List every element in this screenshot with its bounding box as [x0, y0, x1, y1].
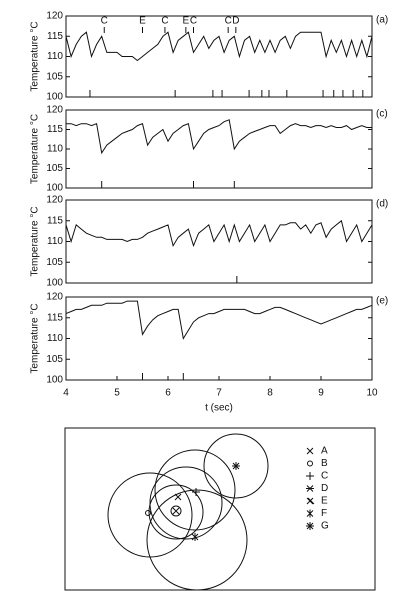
circle-diagram [64, 427, 376, 591]
legend-label: F [321, 508, 327, 519]
legend-symbol [306, 522, 314, 530]
event-label: C [101, 16, 108, 27]
y-axis-label: Temperature °C [30, 303, 41, 373]
y-tick-label: 110 [47, 144, 63, 155]
markers [145, 462, 240, 541]
panel-label: (a) [376, 15, 388, 26]
temperature-line [65, 219, 373, 248]
legend-symbol [306, 447, 314, 455]
legend-symbol [306, 509, 314, 518]
x-axis-label: t (sec) [205, 403, 233, 414]
x-tick-label: 4 [63, 388, 69, 399]
x-tick-label: 10 [366, 388, 378, 399]
marker-e-cross [172, 507, 180, 515]
y-tick-label: 120 [46, 105, 63, 116]
circle [149, 466, 223, 540]
event-label: C [225, 16, 232, 27]
event-label: D [232, 16, 239, 27]
temperature-line [65, 300, 373, 340]
y-tick-label: 110 [47, 51, 63, 62]
plot-frame [65, 296, 373, 381]
event-label: E [183, 16, 190, 27]
marker-e [170, 505, 182, 517]
circle [146, 489, 248, 591]
marker-g [191, 533, 199, 541]
panel-label: (e) [376, 296, 388, 307]
y-tick-label: 110 [47, 333, 63, 344]
y-tick-label: 110 [47, 236, 63, 247]
y-tick-label: 100 [46, 278, 63, 289]
event-label: C [161, 16, 168, 27]
legend-label: D [321, 483, 328, 494]
event-label: C [190, 16, 197, 27]
legend-symbol [306, 497, 315, 505]
y-axis-label: Temperature °C [30, 206, 41, 276]
panel-label: (d) [376, 199, 388, 210]
legend-label: E [321, 496, 328, 507]
y-tick-label: 105 [46, 163, 63, 174]
marker-a [174, 493, 182, 501]
y-tick-label: 120 [46, 11, 63, 22]
y-axis-label: Temperature °C [30, 114, 41, 184]
y-tick-label: 120 [46, 292, 63, 303]
legend-label: G [321, 521, 329, 532]
marker-c [192, 488, 200, 496]
diagram-frame [64, 427, 376, 591]
temperature-line [66, 119, 372, 155]
legend-symbol [307, 460, 313, 467]
legend-symbol [306, 472, 314, 480]
x-tick-label: 5 [114, 388, 120, 399]
circle [203, 433, 269, 499]
plot-frame [65, 109, 373, 189]
x-tick-label: 6 [165, 388, 171, 399]
x-tick-label: 8 [267, 388, 273, 399]
panel-label: (c) [376, 109, 388, 120]
event-label: E [139, 16, 146, 27]
y-tick-label: 100 [46, 92, 63, 103]
y-axis-label: Temperature °C [30, 21, 41, 91]
x-tick-label: 7 [216, 388, 222, 399]
y-tick-label: 105 [46, 257, 63, 268]
y-tick-label: 100 [46, 375, 63, 386]
x-tick-label: 9 [318, 388, 324, 399]
y-tick-label: 105 [46, 71, 63, 82]
y-tick-label: 120 [46, 195, 63, 206]
plot-frame [65, 199, 373, 284]
y-tick-label: 115 [47, 312, 63, 323]
legend-symbols [306, 447, 315, 530]
y-tick-label: 105 [46, 354, 63, 365]
marker-d [232, 462, 240, 470]
y-tick-label: 115 [47, 124, 63, 135]
y-tick-label: 115 [47, 215, 63, 226]
legend-label: B [321, 458, 328, 469]
y-tick-label: 100 [46, 183, 63, 194]
legend-label: A [321, 446, 328, 457]
circle [154, 449, 236, 531]
legend-label: C [321, 471, 328, 482]
y-tick-label: 115 [47, 31, 63, 42]
marker-b [145, 510, 151, 516]
legend-symbol [306, 485, 314, 492]
circle [148, 484, 204, 540]
temperature-line [65, 31, 373, 62]
